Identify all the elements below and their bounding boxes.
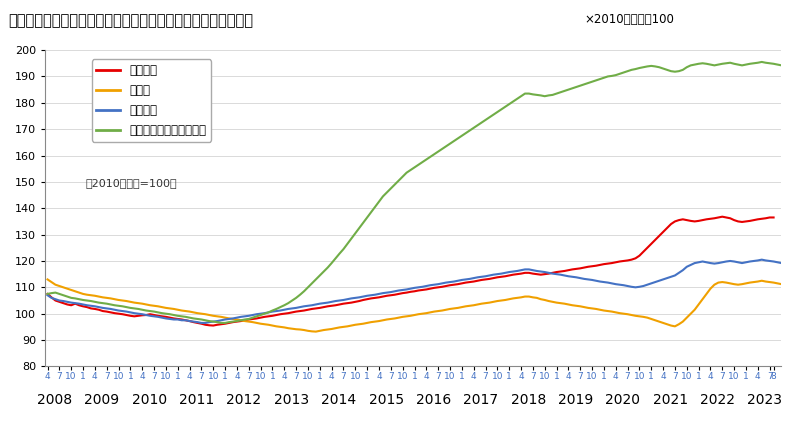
Text: ＜不動産価格指数（住宅）（令和５年８月分・季節調整値）＞: ＜不動産価格指数（住宅）（令和５年８月分・季節調整値）＞ [8, 13, 253, 28]
Legend: 住宅総合, 住宅地, 戸建住宅, マンション（区分所有）: 住宅総合, 住宅地, 戸建住宅, マンション（区分所有） [91, 59, 211, 142]
Text: （2010年平均=100）: （2010年平均=100） [86, 178, 178, 188]
Text: ×2010年平均＝100: ×2010年平均＝100 [584, 13, 674, 26]
